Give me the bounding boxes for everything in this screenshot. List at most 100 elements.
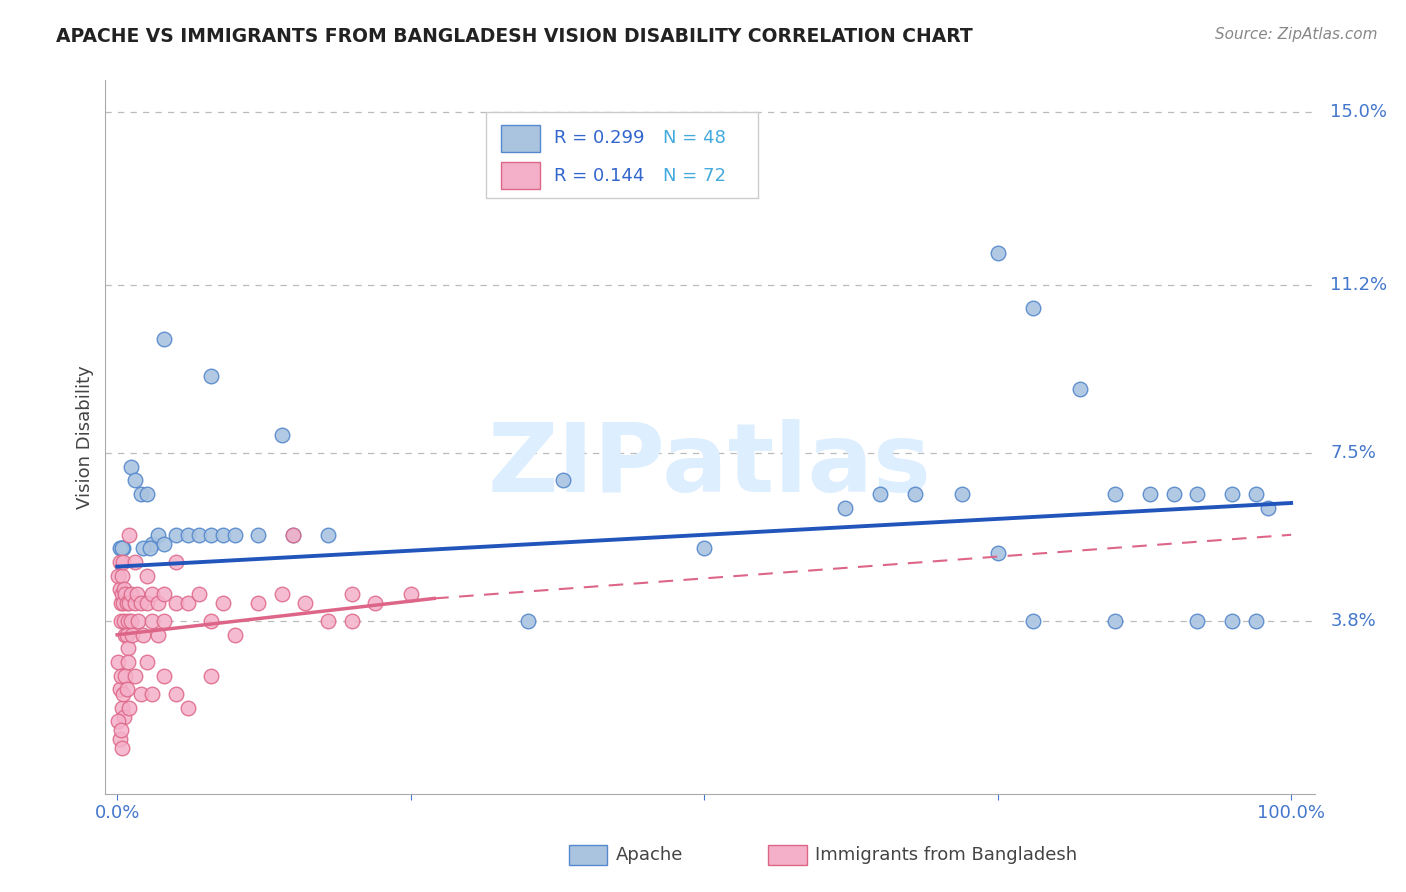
Point — [148, 596, 170, 610]
Y-axis label: Vision Disability: Vision Disability — [76, 365, 94, 509]
Point — [188, 528, 211, 542]
Point — [517, 614, 540, 628]
Point — [1139, 487, 1161, 501]
Point — [952, 487, 974, 501]
Point — [111, 741, 134, 756]
Point — [114, 587, 136, 601]
Point — [117, 655, 139, 669]
Point — [124, 555, 146, 569]
Point — [108, 555, 131, 569]
Point — [120, 587, 142, 601]
Point — [364, 596, 387, 610]
Point — [117, 614, 139, 628]
Point — [141, 614, 163, 628]
Point — [141, 687, 163, 701]
Point — [115, 596, 138, 610]
Text: 3.8%: 3.8% — [1330, 612, 1376, 630]
Point — [1022, 614, 1045, 628]
Point — [118, 596, 141, 610]
Text: N = 48: N = 48 — [662, 129, 725, 147]
Point — [904, 487, 927, 501]
Point — [270, 427, 292, 442]
Point — [107, 655, 129, 669]
Point — [110, 541, 132, 556]
Point — [108, 732, 131, 747]
Point — [111, 587, 134, 601]
Text: Immigrants from Bangladesh: Immigrants from Bangladesh — [815, 847, 1077, 864]
Point — [127, 587, 149, 601]
Point — [340, 587, 363, 601]
Point — [200, 669, 222, 683]
FancyBboxPatch shape — [501, 125, 540, 152]
Point — [111, 541, 134, 556]
Point — [200, 368, 222, 383]
Point — [110, 723, 132, 738]
Point — [553, 473, 575, 487]
Point — [247, 528, 270, 542]
Point — [112, 541, 135, 556]
Point — [110, 614, 132, 628]
Point — [211, 596, 233, 610]
Point — [294, 596, 316, 610]
Point — [153, 332, 176, 346]
Point — [283, 528, 305, 542]
Point — [1069, 382, 1091, 396]
Point — [165, 528, 187, 542]
Text: Source: ZipAtlas.com: Source: ZipAtlas.com — [1215, 27, 1378, 42]
Point — [224, 628, 246, 642]
Text: R = 0.299: R = 0.299 — [554, 129, 644, 147]
Point — [115, 682, 138, 697]
Point — [200, 528, 222, 542]
Point — [1022, 301, 1045, 315]
Point — [132, 628, 155, 642]
Point — [148, 628, 170, 642]
Point — [693, 541, 716, 556]
Point — [112, 582, 135, 597]
Point — [318, 528, 340, 542]
Point — [340, 614, 363, 628]
Point — [176, 700, 198, 714]
Point — [112, 614, 135, 628]
Point — [283, 528, 305, 542]
Point — [1244, 614, 1267, 628]
Point — [107, 568, 129, 582]
Point — [108, 682, 131, 697]
Point — [115, 628, 138, 642]
Point — [117, 641, 139, 656]
Text: APACHE VS IMMIGRANTS FROM BANGLADESH VISION DISABILITY CORRELATION CHART: APACHE VS IMMIGRANTS FROM BANGLADESH VIS… — [56, 27, 973, 45]
Point — [112, 687, 135, 701]
Point — [188, 587, 211, 601]
Point — [111, 700, 134, 714]
FancyBboxPatch shape — [486, 112, 758, 198]
Point — [114, 669, 136, 683]
Point — [270, 587, 292, 601]
Text: Apache: Apache — [616, 847, 683, 864]
Point — [224, 528, 246, 542]
FancyBboxPatch shape — [768, 846, 807, 865]
Point — [108, 541, 131, 556]
Point — [112, 555, 135, 569]
Point — [834, 500, 856, 515]
Point — [1187, 614, 1209, 628]
Point — [141, 587, 163, 601]
Text: ZIPatlas: ZIPatlas — [488, 419, 932, 512]
Point — [120, 459, 142, 474]
Point — [1187, 487, 1209, 501]
Text: R = 0.144: R = 0.144 — [554, 167, 644, 185]
Text: 15.0%: 15.0% — [1330, 103, 1388, 121]
Point — [121, 628, 143, 642]
Text: 11.2%: 11.2% — [1330, 276, 1388, 293]
Point — [153, 587, 176, 601]
Point — [124, 596, 146, 610]
Point — [987, 546, 1010, 560]
Point — [135, 487, 157, 501]
Point — [135, 655, 157, 669]
Point — [108, 582, 131, 597]
Point — [318, 614, 340, 628]
Point — [1163, 487, 1185, 501]
Point — [107, 714, 129, 728]
Point — [132, 541, 155, 556]
Point — [176, 528, 198, 542]
Point — [1244, 487, 1267, 501]
Point — [141, 537, 163, 551]
